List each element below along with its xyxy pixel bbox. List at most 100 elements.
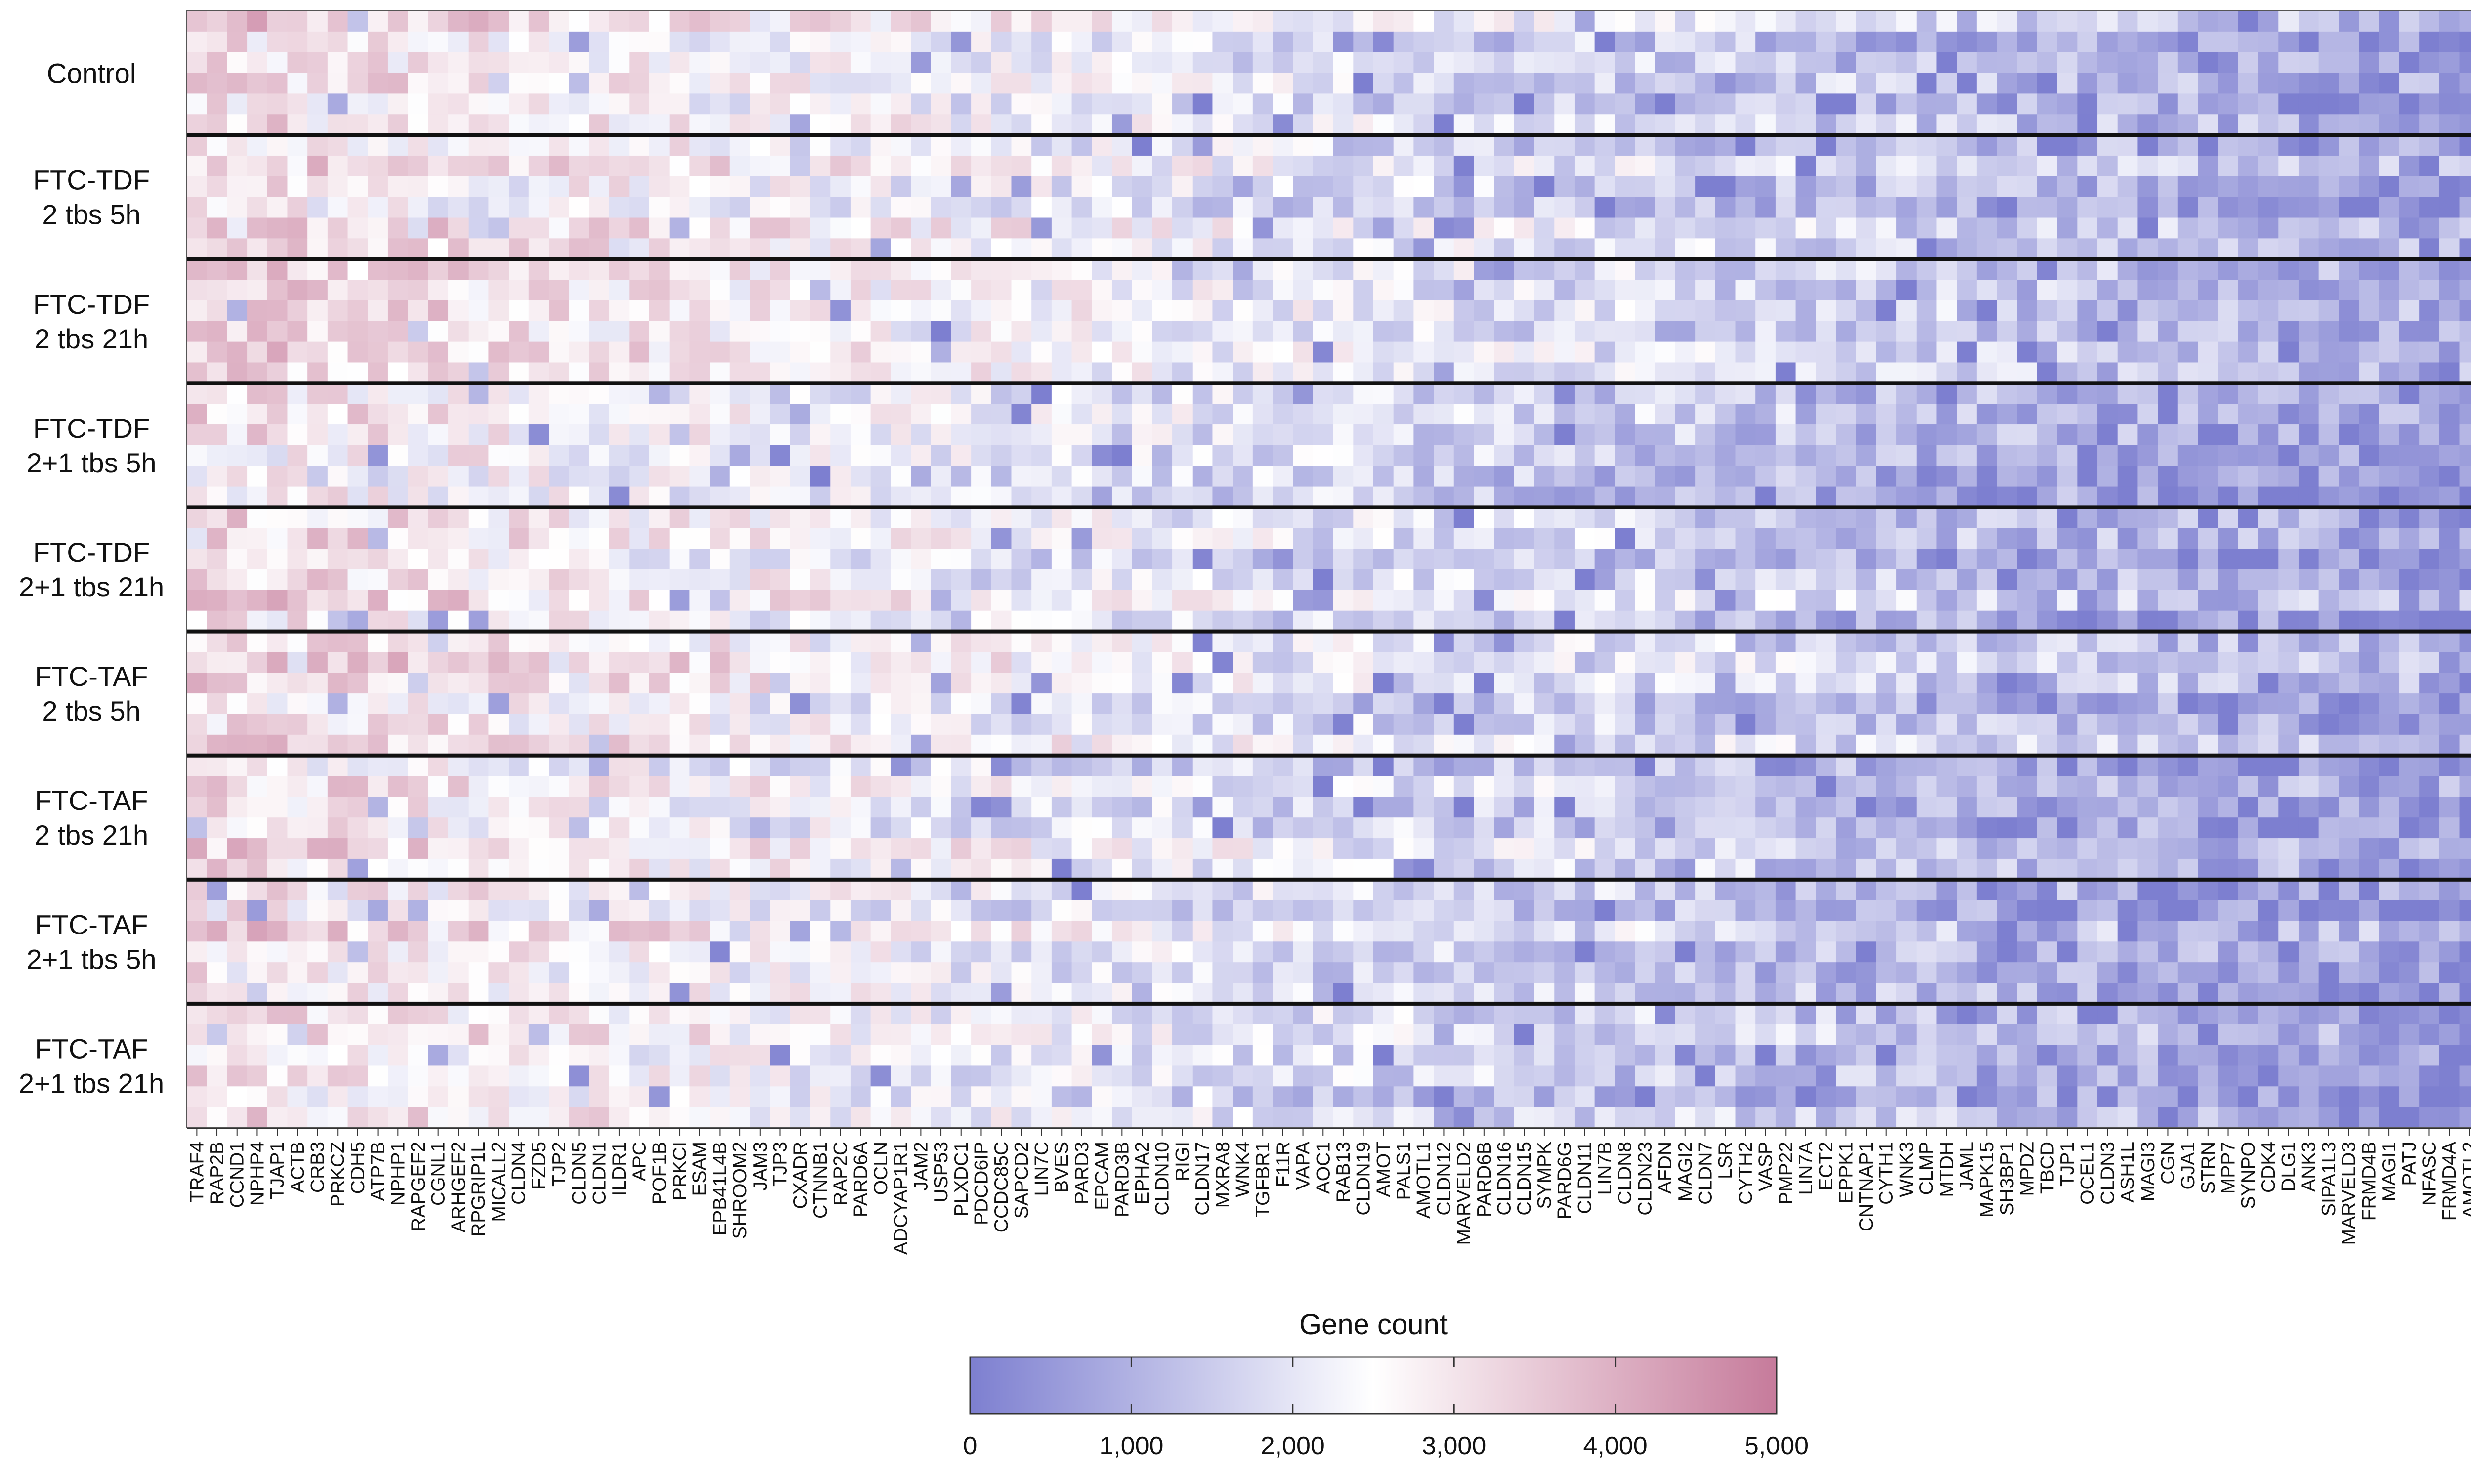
heatmap-cell	[1111, 569, 1133, 591]
heatmap-cell	[2137, 817, 2158, 839]
heatmap-cell	[1876, 238, 1897, 259]
heatmap-cell	[1514, 507, 1535, 528]
heatmap-cell	[1373, 549, 1394, 570]
heatmap-cell	[468, 755, 489, 777]
heatmap-cell	[1031, 817, 1052, 839]
heatmap-cell	[2158, 652, 2178, 673]
heatmap-cell	[1353, 466, 1374, 487]
heatmap-cell	[1233, 817, 1253, 839]
heatmap-cell	[1111, 610, 1133, 632]
heatmap-cell	[2117, 673, 2138, 694]
heatmap-cell	[1011, 652, 1032, 673]
heatmap-cell	[2359, 445, 2380, 466]
heatmap-cell	[2459, 817, 2471, 839]
heatmap-cell	[2278, 321, 2299, 342]
heatmap-cell	[1997, 734, 2017, 756]
heatmap-cell	[1976, 652, 1998, 673]
heatmap-cell	[1111, 858, 1133, 880]
heatmap-cell	[408, 404, 428, 425]
heatmap-cell	[609, 610, 630, 632]
heatmap-cell	[387, 280, 409, 301]
heatmap-cell	[1233, 445, 1253, 466]
heatmap-cell	[1997, 114, 2017, 135]
heatmap-cell	[1152, 755, 1173, 777]
heatmap-cell	[1111, 238, 1133, 259]
heatmap-cell	[1615, 197, 1635, 218]
heatmap-cell	[1856, 693, 1876, 715]
heatmap-cell	[911, 383, 932, 404]
heatmap-cell	[1333, 197, 1354, 218]
heatmap-cell	[227, 755, 248, 777]
heatmap-cell	[750, 424, 770, 446]
heatmap-cell	[287, 280, 308, 301]
heatmap-cell	[770, 155, 791, 177]
heatmap-cell	[1273, 424, 1293, 446]
heatmap-cell	[1554, 693, 1575, 715]
heatmap-cell	[1233, 549, 1253, 570]
heatmap-cell	[2137, 217, 2158, 239]
heatmap-cell	[1876, 734, 1897, 756]
heatmap-cell	[1856, 652, 1876, 673]
heatmap-cell	[1755, 259, 1776, 280]
heatmap-cell	[1635, 797, 1656, 818]
heatmap-cell	[1615, 507, 1635, 528]
heatmap-cell	[991, 259, 1012, 280]
heatmap-cell	[1031, 776, 1052, 797]
heatmap-cell	[549, 445, 569, 466]
heatmap-cell	[770, 652, 791, 673]
heatmap-cell	[1293, 797, 1314, 818]
heatmap-cell	[1976, 217, 1998, 239]
heatmap-cell	[2399, 569, 2420, 591]
heatmap-cell	[2137, 838, 2158, 859]
heatmap-cell	[629, 734, 650, 756]
heatmap-cell	[1031, 31, 1052, 53]
heatmap-cell	[911, 300, 932, 322]
heatmap-cell	[1111, 817, 1133, 839]
heatmap-cell	[307, 486, 328, 508]
heatmap-cell	[669, 52, 690, 74]
heatmap-cell	[509, 590, 529, 611]
heatmap-cell	[891, 52, 911, 74]
heatmap-cell	[1976, 155, 1998, 177]
heatmap-cell	[1775, 341, 1796, 363]
heatmap-cell	[408, 755, 428, 777]
heatmap-cell	[488, 404, 509, 425]
heatmap-cell	[2057, 797, 2078, 818]
heatmap-cell	[1735, 610, 1756, 632]
heatmap-cell	[1453, 93, 1475, 115]
heatmap-cell	[2218, 321, 2239, 342]
heatmap-cell	[1494, 197, 1515, 218]
heatmap-cell	[1856, 321, 1876, 342]
heatmap-cell	[991, 217, 1012, 239]
heatmap-cell	[1132, 404, 1152, 425]
heatmap-cell	[1172, 176, 1193, 198]
heatmap-cell	[2137, 528, 2158, 549]
heatmap-cell	[810, 755, 831, 777]
heatmap-cell	[488, 73, 509, 94]
heatmap-cell	[931, 93, 951, 115]
heatmap-cell	[1574, 383, 1595, 404]
heatmap-cell	[991, 52, 1012, 74]
heatmap-cell	[368, 817, 388, 839]
heatmap-cell	[1916, 797, 1937, 818]
heatmap-cell	[408, 383, 428, 404]
heatmap-cell	[891, 114, 911, 135]
heatmap-cell	[528, 879, 550, 901]
heatmap-cell	[911, 197, 932, 218]
heatmap-cell	[689, 631, 710, 653]
heatmap-cell	[2238, 341, 2259, 363]
heatmap-cell	[1434, 776, 1454, 797]
heatmap-cell	[1615, 776, 1635, 797]
heatmap-cell	[750, 155, 770, 177]
heatmap-cell	[991, 734, 1012, 756]
heatmap-cell	[911, 362, 932, 383]
heatmap-cell	[1695, 259, 1716, 280]
heatmap-cell	[549, 300, 569, 322]
heatmap-cell	[1071, 73, 1092, 94]
heatmap-cell	[710, 693, 730, 715]
heatmap-cell	[689, 673, 710, 694]
heatmap-cell	[1393, 693, 1414, 715]
heatmap-cell	[1494, 673, 1515, 694]
heatmap-cell	[1514, 362, 1535, 383]
heatmap-cell	[1554, 528, 1575, 549]
